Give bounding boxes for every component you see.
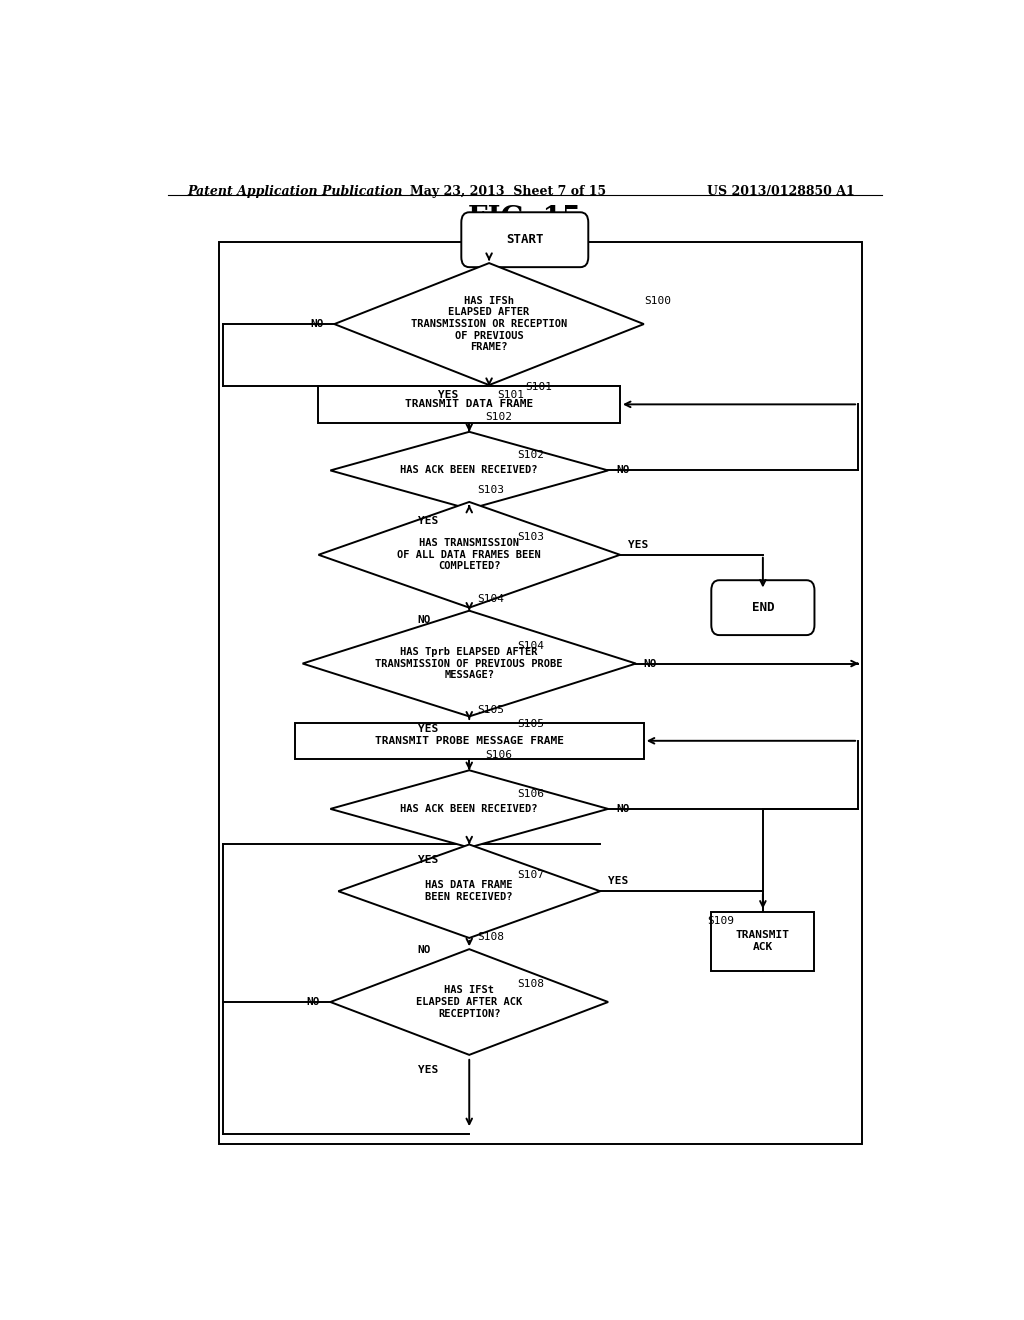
Text: S108: S108 [477, 932, 504, 942]
Bar [712, 912, 814, 970]
Polygon shape [331, 432, 608, 510]
Text: S102: S102 [517, 450, 544, 461]
Text: S107: S107 [517, 870, 544, 880]
Text: HAS ACK BEEN RECEIVED?: HAS ACK BEEN RECEIVED? [400, 466, 538, 475]
Text: TRANSMIT
ACK: TRANSMIT ACK [736, 931, 790, 952]
Bar [219, 242, 862, 1144]
Text: NO: NO [418, 945, 431, 956]
Text: NO: NO [310, 319, 324, 329]
Text: Patent Application Publication: Patent Application Publication [187, 185, 403, 198]
Text: HAS IFSt
ELAPSED AFTER ACK
RECEPTION?: HAS IFSt ELAPSED AFTER ACK RECEPTION? [416, 986, 522, 1019]
FancyBboxPatch shape [712, 581, 814, 635]
Text: S102: S102 [485, 412, 512, 421]
Text: FIG. 15: FIG. 15 [468, 205, 582, 232]
Polygon shape [303, 611, 636, 717]
Text: S100: S100 [644, 296, 671, 306]
Text: YES: YES [628, 540, 648, 549]
Text: HAS DATA FRAME
BEEN RECEIVED?: HAS DATA FRAME BEEN RECEIVED? [426, 880, 513, 902]
Text: YES: YES [418, 516, 438, 527]
Text: S104: S104 [517, 642, 544, 651]
Text: S106: S106 [485, 750, 512, 760]
Text: S109: S109 [708, 916, 734, 925]
Text: YES: YES [608, 876, 629, 886]
Text: US 2013/0128850 A1: US 2013/0128850 A1 [708, 185, 855, 198]
Text: YES: YES [437, 391, 458, 400]
Text: S101: S101 [497, 391, 524, 400]
Text: May 23, 2013  Sheet 7 of 15: May 23, 2013 Sheet 7 of 15 [410, 185, 606, 198]
Text: NO: NO [418, 615, 431, 624]
Text: S101: S101 [524, 381, 552, 392]
Text: S104: S104 [477, 594, 504, 603]
Text: HAS ACK BEEN RECEIVED?: HAS ACK BEEN RECEIVED? [400, 804, 538, 814]
Bar [318, 385, 621, 422]
Text: S108: S108 [517, 978, 544, 989]
Text: YES: YES [418, 855, 438, 865]
Polygon shape [331, 771, 608, 847]
Text: HAS Tprb ELAPSED AFTER
TRANSMISSION OF PREVIOUS PROBE
MESSAGE?: HAS Tprb ELAPSED AFTER TRANSMISSION OF P… [376, 647, 563, 680]
Text: YES: YES [418, 1065, 438, 1074]
Polygon shape [334, 263, 644, 385]
Text: HAS TRANSMISSION
OF ALL DATA FRAMES BEEN
COMPLETED?: HAS TRANSMISSION OF ALL DATA FRAMES BEEN… [397, 539, 541, 572]
Bar [295, 722, 644, 759]
FancyBboxPatch shape [461, 213, 588, 267]
Text: TRANSMIT DATA FRAME: TRANSMIT DATA FRAME [406, 400, 534, 409]
Text: NO: NO [644, 659, 657, 668]
Text: YES: YES [418, 723, 438, 734]
Text: START: START [506, 234, 544, 247]
Polygon shape [331, 949, 608, 1055]
Text: S106: S106 [517, 788, 544, 799]
Text: S103: S103 [477, 484, 504, 495]
Text: S105: S105 [477, 705, 504, 715]
Text: NO: NO [306, 997, 321, 1007]
Text: NO: NO [616, 804, 630, 814]
Text: END: END [752, 601, 774, 614]
Polygon shape [318, 502, 620, 607]
Text: S105: S105 [517, 718, 544, 729]
Text: TRANSMIT PROBE MESSAGE FRAME: TRANSMIT PROBE MESSAGE FRAME [375, 735, 564, 746]
Text: NO: NO [616, 466, 630, 475]
Text: S103: S103 [517, 532, 544, 541]
Polygon shape [338, 845, 600, 939]
Text: HAS IFSh
ELAPSED AFTER
TRANSMISSION OR RECEPTION
OF PREVIOUS
FRAME?: HAS IFSh ELAPSED AFTER TRANSMISSION OR R… [411, 296, 567, 352]
